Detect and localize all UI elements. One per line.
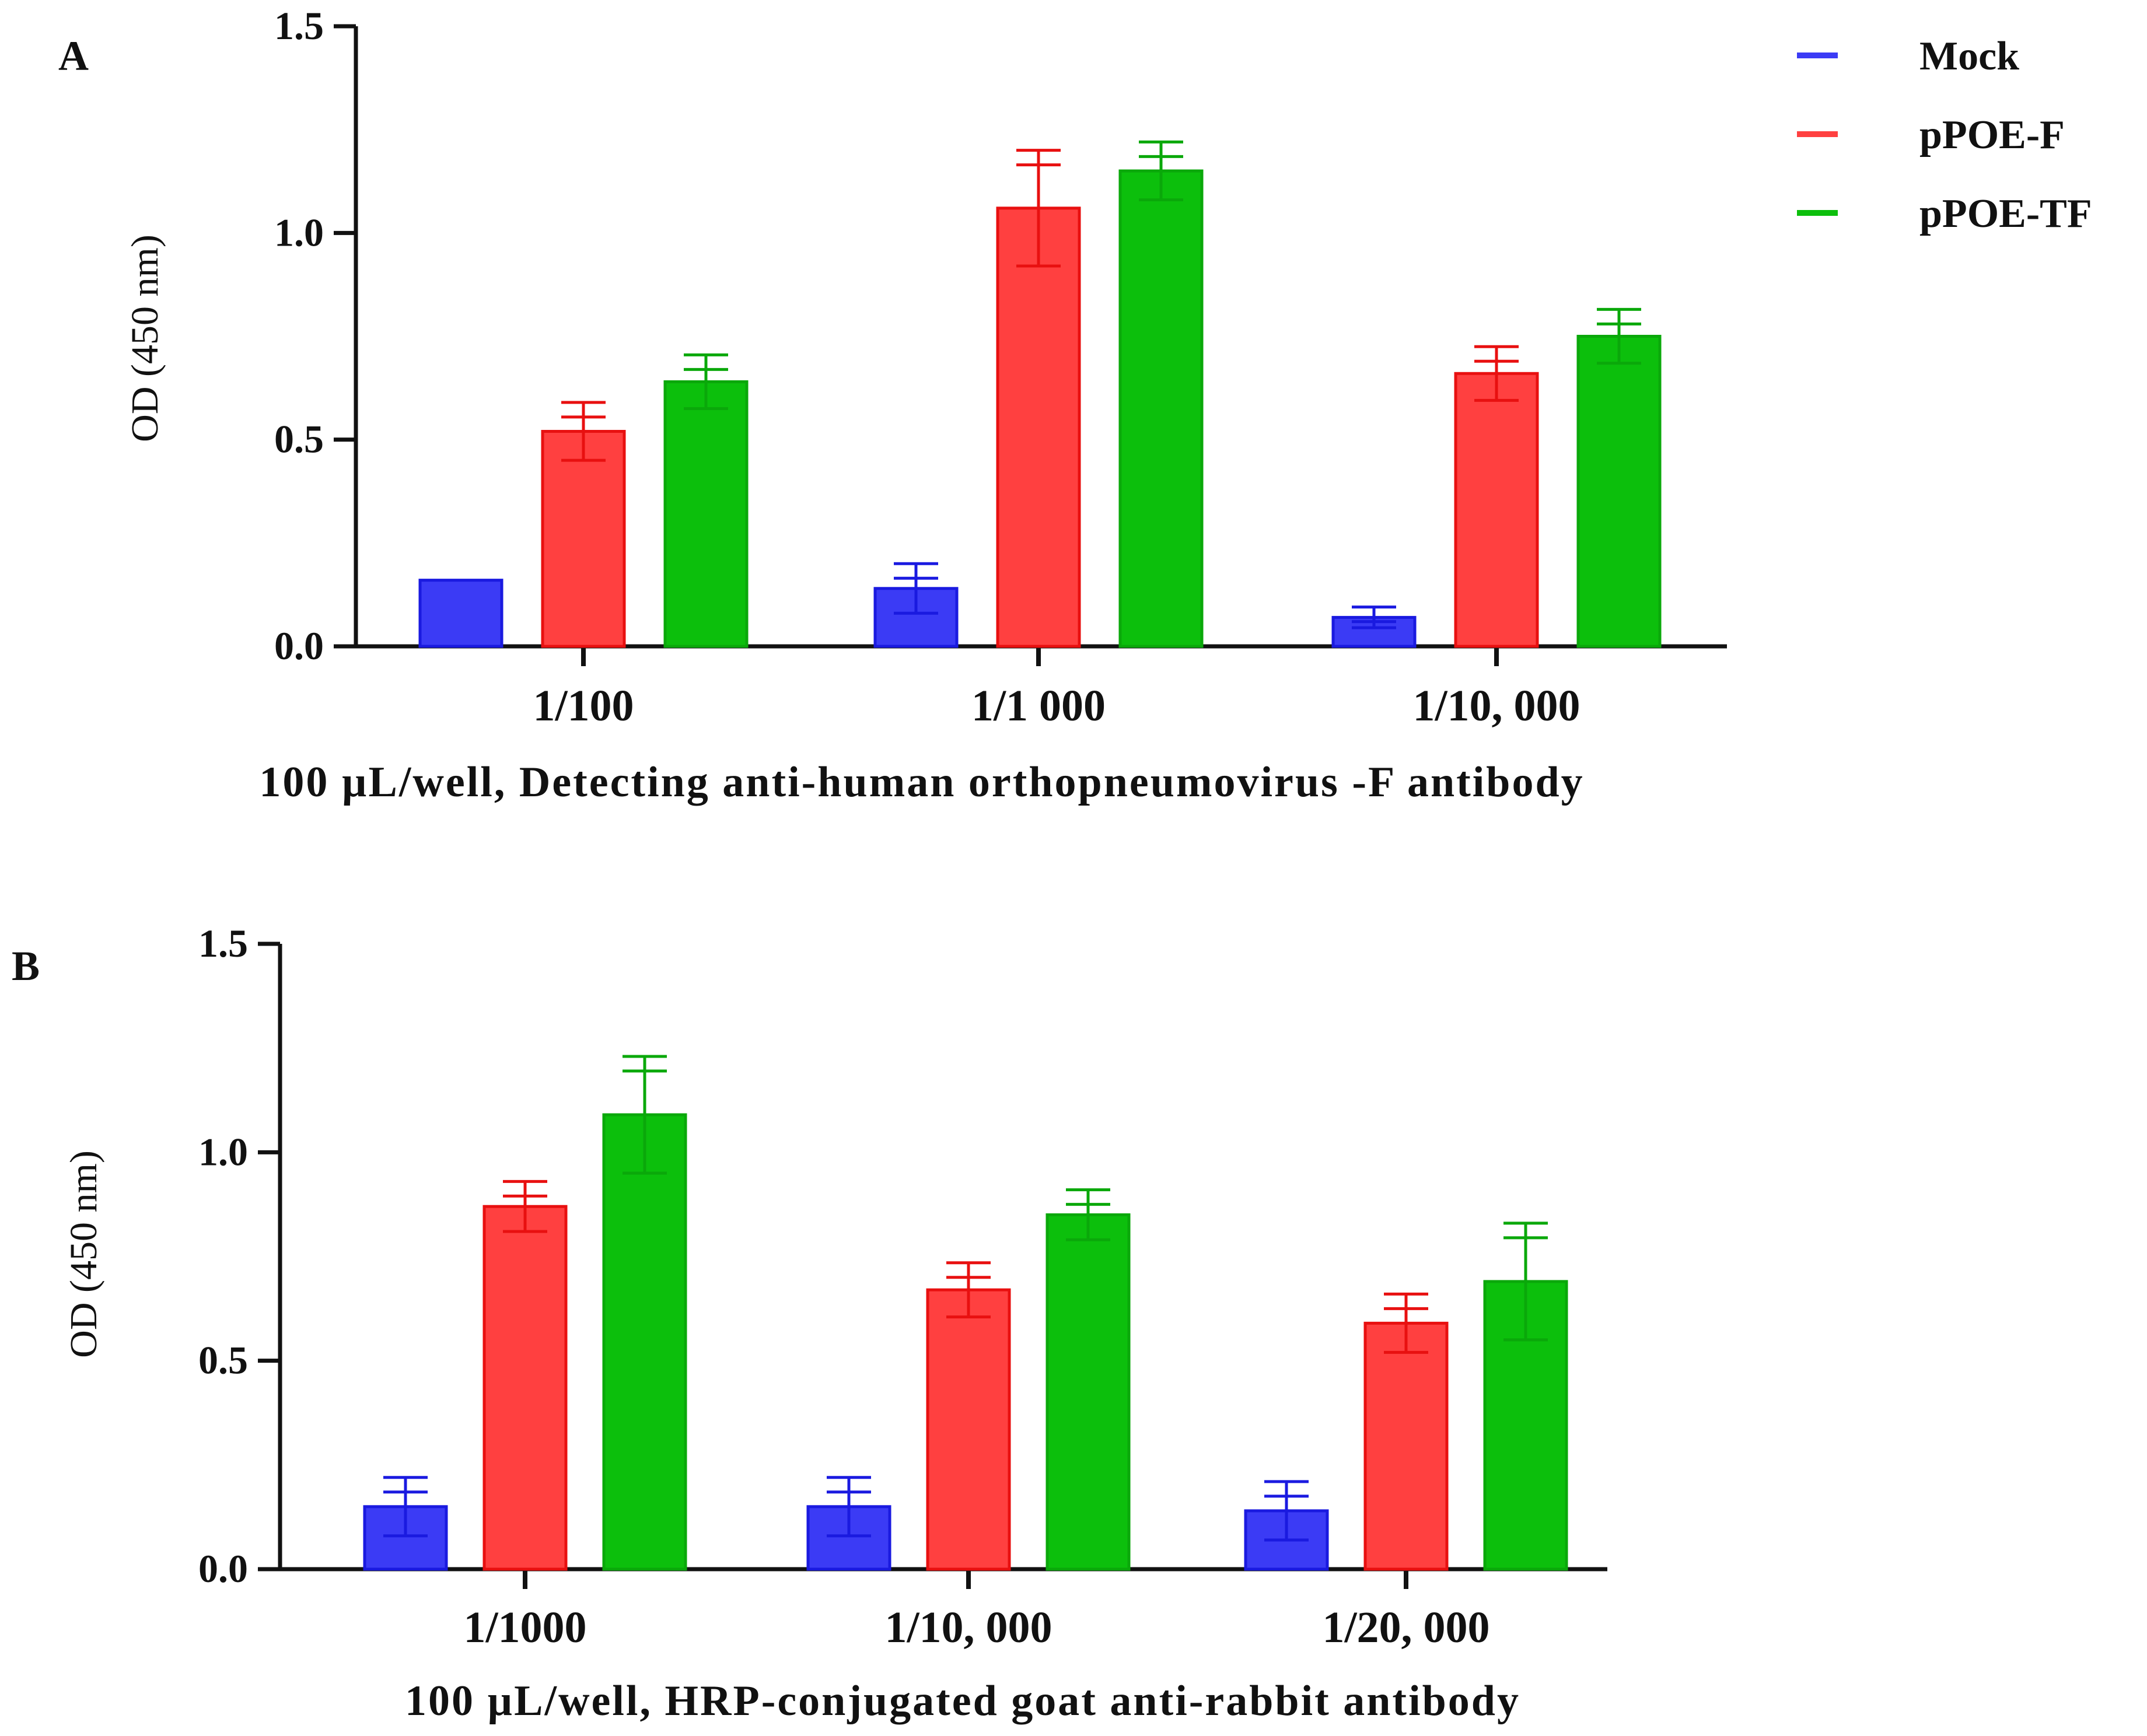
panel-letter-a: A: [58, 33, 89, 79]
y-tick-label: 1.0: [198, 1129, 248, 1174]
bar-ppoe-tf: [1045, 1213, 1131, 1571]
bar-mock: [418, 579, 503, 648]
legend-label: Mock: [1919, 34, 2019, 79]
y-tick-label: 1.5: [274, 4, 324, 48]
y-axis-title-b: OD (450 nm): [62, 1150, 105, 1358]
chart-panel-b: B OD (450 nm) 100 µL/well, HRP-conjugate…: [12, 921, 1607, 1725]
x-tick-label: 1/10, 000: [1412, 681, 1580, 730]
x-tick-label: 1/1 000: [971, 681, 1106, 730]
y-axis-title-a: OD (450 nm): [124, 235, 166, 442]
bars-b: [363, 1055, 1568, 1571]
x-tick-label: 1/20, 000: [1322, 1603, 1489, 1652]
legend-label: pPOE-F: [1919, 113, 2065, 158]
bar-ppoe-f: [482, 1205, 568, 1571]
bar-ppoe-f: [1363, 1321, 1449, 1571]
axes-b: 0.0 0.5 1.0 1.5 1/1000 1/10, 000 1/20, 000: [198, 921, 1607, 1652]
y-tick-label: 0.0: [274, 624, 324, 668]
x-tick-label: 1/100: [533, 681, 634, 730]
x-axis-title-b: 100 µL/well, HRP-conjugated goat anti-ra…: [405, 1677, 1520, 1725]
bar-ppoe-tf: [663, 380, 749, 648]
chart-panel-a: A OD (450 nm) 100 µL/well, Detecting ant…: [58, 4, 2092, 806]
y-tick-label: 1.5: [198, 921, 248, 965]
bar-ppoe-tf: [602, 1113, 687, 1571]
bar-ppoe-f: [1454, 372, 1539, 648]
y-tick-label: 1.0: [274, 210, 324, 254]
y-tick-label: 0.5: [198, 1338, 248, 1382]
bar-ppoe-tf: [1118, 169, 1204, 648]
x-tick-label: 1/1000: [463, 1603, 586, 1652]
legend: Mock pPOE-F pPOE-TF: [1797, 34, 2092, 236]
legend-label: pPOE-TF: [1919, 191, 2092, 236]
x-tick-label: 1/10, 000: [884, 1603, 1052, 1652]
y-tick-label: 0.5: [274, 417, 324, 461]
bar-ppoe-f: [926, 1288, 1011, 1571]
y-tick-label: 0.0: [198, 1546, 248, 1591]
bar-ppoe-f: [996, 206, 1081, 648]
bar-ppoe-f: [541, 429, 626, 648]
panel-letter-b: B: [12, 943, 40, 989]
axes-a: 0.0 0.5 1.0 1.5 1/100 1/1 000 1/10, 000: [274, 4, 1727, 730]
bars-a: [418, 140, 1662, 648]
x-axis-title-a: 100 µL/well, Detecting anti-human orthop…: [259, 758, 1584, 806]
bar-ppoe-tf: [1576, 335, 1662, 648]
